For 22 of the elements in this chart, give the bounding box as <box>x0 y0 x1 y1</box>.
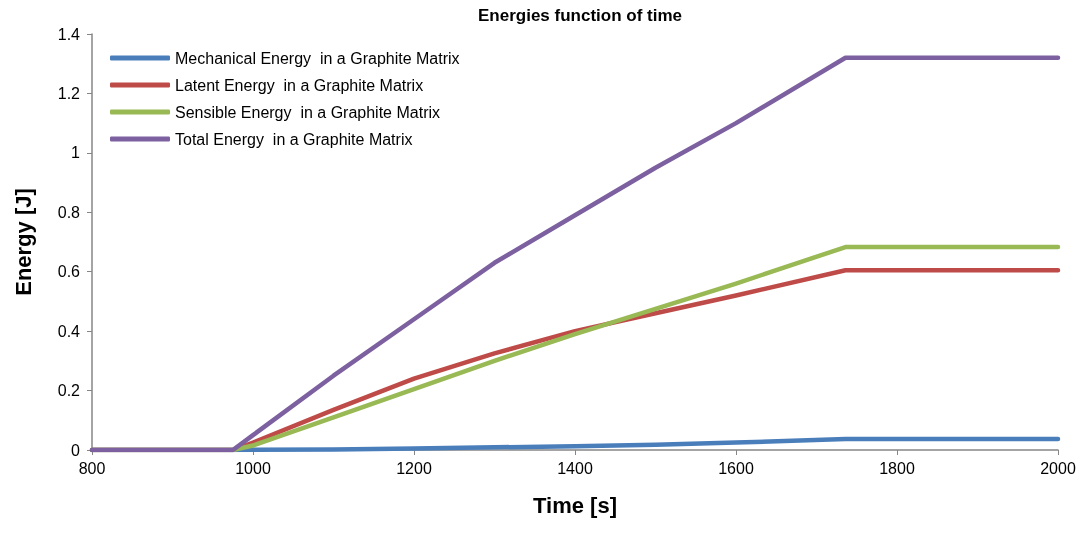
y-axis-title: Energy [J] <box>10 188 36 296</box>
y-tick-label: 0.6 <box>57 263 81 281</box>
legend-label: Latent Energy in a Graphite Matrix <box>175 76 424 94</box>
y-tick-label: 1.4 <box>57 25 81 43</box>
y-tick-label: 0.4 <box>57 322 81 340</box>
x-tick-label: 1200 <box>396 459 432 477</box>
y-tick-label: 1.2 <box>57 84 81 102</box>
y-tick-label: 1 <box>71 144 81 162</box>
legend-label: Sensible Energy in a Graphite Matrix <box>175 103 441 121</box>
x-tick-label: 1800 <box>879 459 915 477</box>
x-tick-label: 1400 <box>557 459 593 477</box>
x-tick-label: 2000 <box>1040 459 1076 477</box>
x-tick-label: 1000 <box>235 459 271 477</box>
y-tick-label: 0.8 <box>57 203 81 221</box>
x-tick-label: 800 <box>78 459 106 477</box>
x-tick-label: 1600 <box>718 459 754 477</box>
legend-label: Mechanical Energy in a Graphite Matrix <box>175 49 460 67</box>
chart-title: Energies function of time <box>477 6 683 25</box>
x-axis-title: Time [s] <box>533 492 617 518</box>
y-tick-label: 0 <box>71 441 81 459</box>
y-tick-label: 0.2 <box>57 382 81 400</box>
legend-label: Total Energy in a Graphite Matrix <box>175 130 413 148</box>
